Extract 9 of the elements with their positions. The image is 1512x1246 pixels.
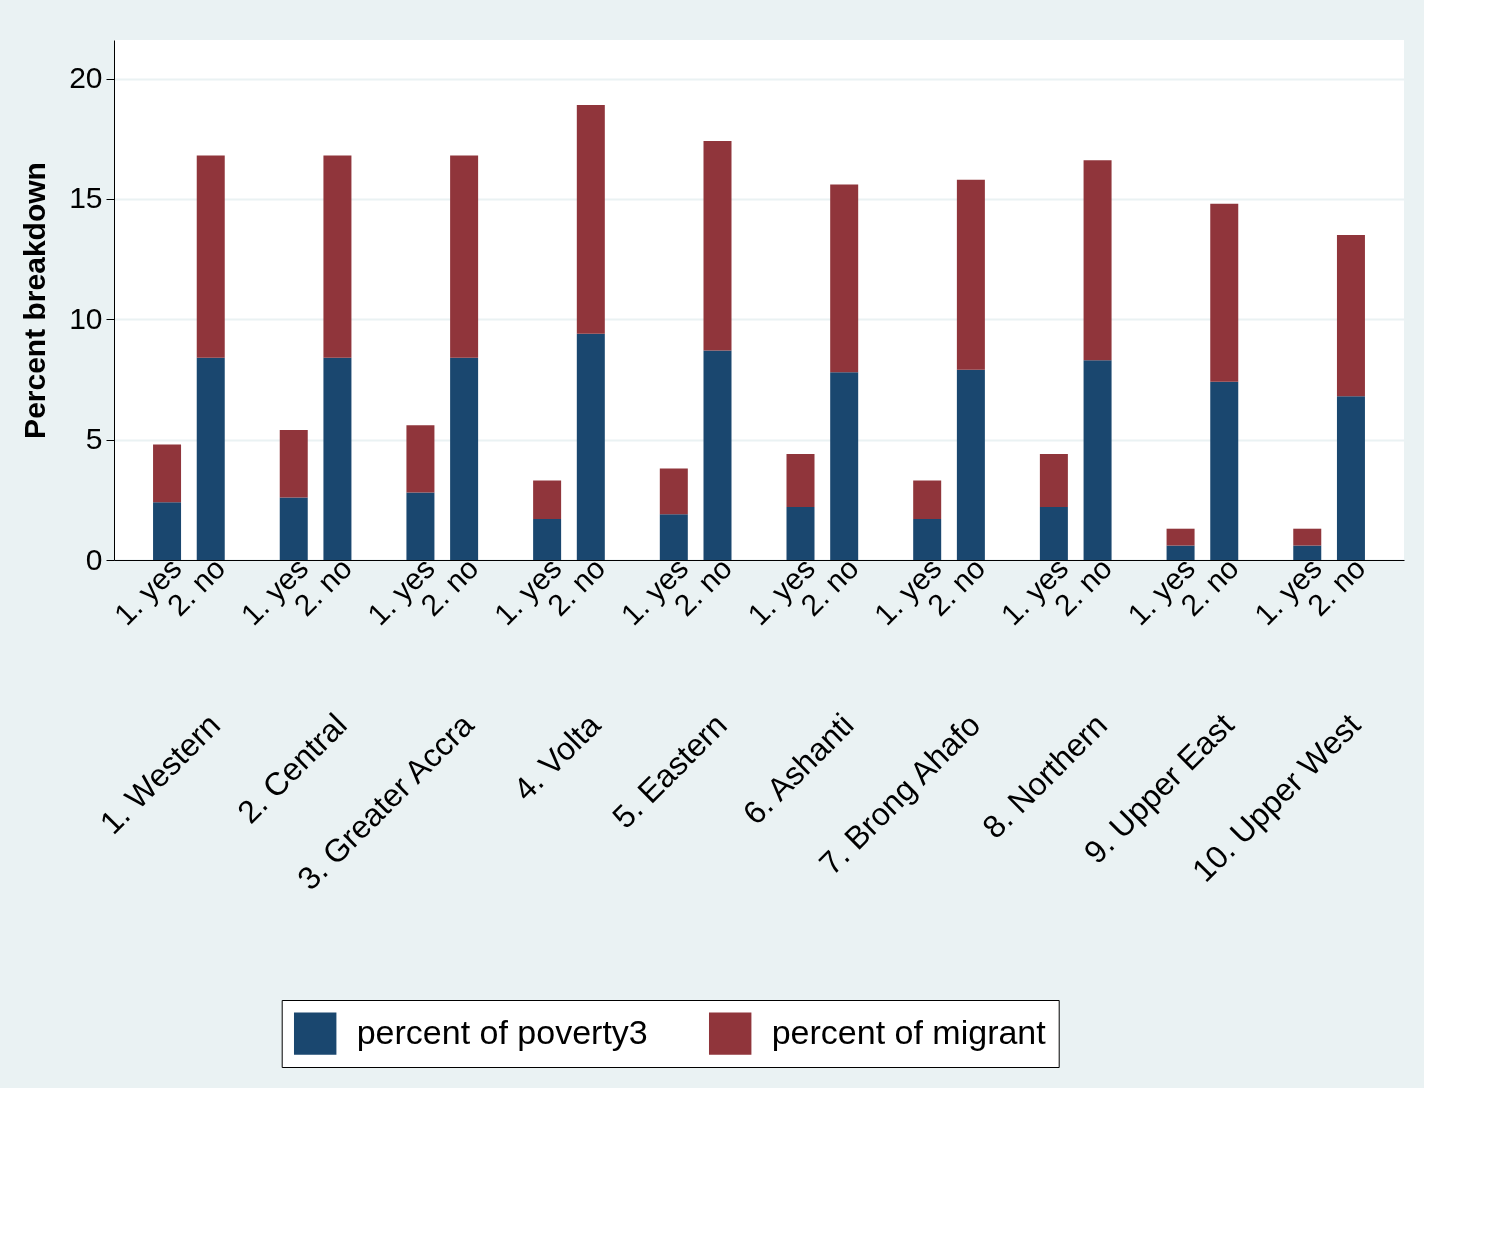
y-axis-title: Percent breakdown — [18, 162, 52, 439]
y-tick-label: 20 — [69, 61, 103, 95]
legend-label: percent of migrant — [771, 1012, 1047, 1051]
text: 4. Volta — [506, 706, 608, 808]
y-tick-label: 5 — [85, 422, 103, 456]
y-tick-label: 15 — [69, 181, 103, 215]
y-tick-label: 10 — [69, 301, 103, 335]
legend-label: percent of poverty3 — [356, 1012, 648, 1051]
y-tick-label: 0 — [85, 542, 103, 576]
